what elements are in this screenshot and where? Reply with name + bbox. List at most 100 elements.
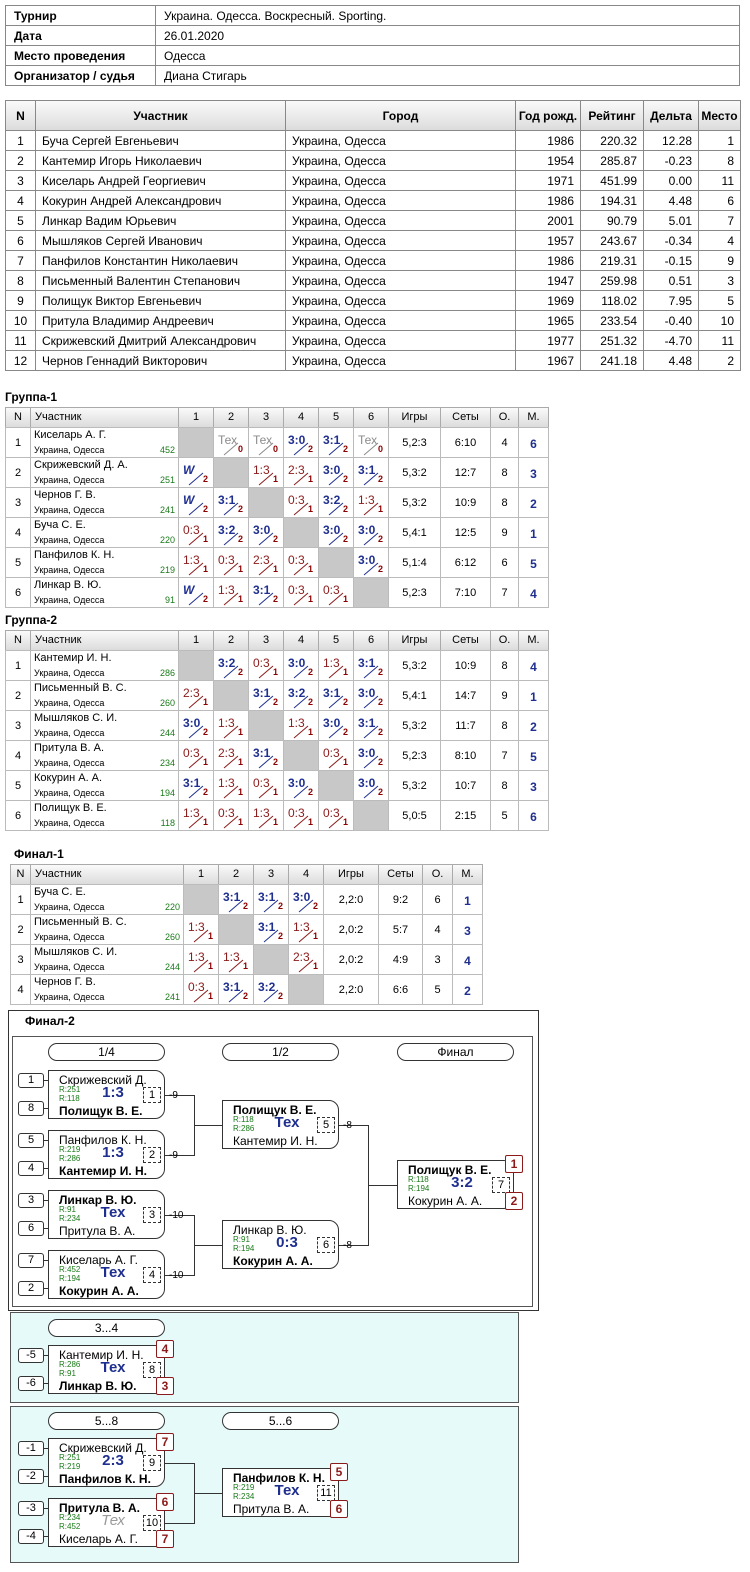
result-points: 1 xyxy=(313,931,319,941)
place-badge: 7 xyxy=(156,1433,174,1451)
slash xyxy=(328,725,344,739)
player-name: Панфилов К. Н. xyxy=(34,549,115,561)
player-city: Украина, Одесса xyxy=(34,668,105,678)
table-header: 1 xyxy=(178,630,214,651)
row-sets: 10:9 xyxy=(440,650,491,681)
result-points: 1 xyxy=(238,594,244,604)
player-city: Украина, Одесса xyxy=(34,445,105,455)
row-sets: 6:10 xyxy=(440,427,491,458)
match-number: 5 xyxy=(317,1117,335,1133)
player-city: Украина, Одесса xyxy=(34,505,105,515)
slash xyxy=(258,442,274,456)
result-points: 0 xyxy=(378,444,384,454)
row-place: 4 xyxy=(452,944,483,975)
players-cell: 5 xyxy=(698,290,741,311)
result-points: 1 xyxy=(208,991,214,1001)
table-cell: Кокурин А. А. Украина, Одесса 194 xyxy=(30,770,179,801)
seed-line xyxy=(44,1140,48,1141)
result-slash xyxy=(328,442,344,456)
player-rating: 244 xyxy=(159,728,175,738)
match-player: Притула В. А. xyxy=(59,1501,140,1515)
seed: -6 xyxy=(18,1376,44,1391)
player-name: Полищук В. Е. xyxy=(34,802,107,814)
table-cell: Панфилов К. Н. Украина, Одесса 219 xyxy=(30,547,179,578)
result-slash xyxy=(263,989,279,1003)
table-header: М. xyxy=(518,630,549,651)
table-cell: 3:0 2 xyxy=(288,884,324,915)
seed-line xyxy=(44,1476,48,1477)
result-points: 2 xyxy=(343,534,349,544)
player-city: Украина, Одесса xyxy=(34,992,105,1002)
table-header: 5 xyxy=(318,407,354,428)
match-rating: R:286 xyxy=(59,1154,81,1163)
match-rating: R:219 xyxy=(59,1462,81,1471)
row-games: 2,2:0 xyxy=(323,884,379,915)
row-games: 5,2:3 xyxy=(388,740,441,771)
slash xyxy=(293,785,309,799)
result-score: 0:3 xyxy=(288,493,305,507)
result-points: 1 xyxy=(308,817,314,827)
row-number: 4 xyxy=(5,517,31,548)
match-number: 8 xyxy=(143,1362,161,1378)
players-cell: 7 xyxy=(5,250,36,271)
row-points: 9 xyxy=(490,680,519,711)
result-slash xyxy=(188,785,204,799)
players-cell: 1957 xyxy=(515,230,581,251)
players-cell: Украина, Одесса xyxy=(285,310,516,331)
row-place: 1 xyxy=(518,517,549,548)
row-number: 3 xyxy=(5,487,31,518)
match-number: 10 xyxy=(143,1515,161,1531)
player-name: Буча С. Е. xyxy=(34,886,86,898)
result-slash xyxy=(363,755,379,769)
result-slash xyxy=(188,562,204,576)
row-place: 3 xyxy=(518,457,549,488)
result-score: 3:1 xyxy=(258,920,276,934)
players-cell: 0.00 xyxy=(643,170,699,191)
player-rating: 234 xyxy=(159,758,175,768)
table-cell: 0:3 1 xyxy=(248,650,284,681)
seed-line xyxy=(44,1260,48,1261)
result-slash xyxy=(223,442,239,456)
result-slash xyxy=(363,665,379,679)
table-cell: 3:2 2 xyxy=(213,517,249,548)
table-cell xyxy=(353,577,389,608)
round-header: 1/2 xyxy=(222,1043,339,1061)
row-place: 1 xyxy=(452,884,483,915)
result-score: 1:3 xyxy=(323,656,340,670)
row-points: 9 xyxy=(490,517,519,548)
slash xyxy=(228,899,244,913)
match: Притула В. А. R:234 Киселарь А. Г. R:452 Тех xyxy=(48,1498,165,1547)
table-header: Участник xyxy=(30,407,179,428)
row-points: 4 xyxy=(490,427,519,458)
result-slash xyxy=(328,665,344,679)
row-games: 2,0:2 xyxy=(323,944,379,975)
player-name: Линкар В. Ю. xyxy=(34,579,102,591)
info-label: Организатор / судья xyxy=(5,65,156,86)
table-cell: Притула В. А. Украина, Одесса 234 xyxy=(30,740,179,771)
result-points: 2 xyxy=(278,901,284,911)
table-cell: 3:1 2 xyxy=(318,427,354,458)
result-score: 0:3 xyxy=(288,806,305,820)
result-score: 1:3 xyxy=(293,920,310,934)
result-slash xyxy=(363,532,379,546)
result-points: 1 xyxy=(203,534,209,544)
result-slash xyxy=(258,532,274,546)
result-score: 0:3 xyxy=(288,583,305,597)
slash xyxy=(263,899,279,913)
info-label: Дата xyxy=(5,25,156,46)
result-slash xyxy=(293,562,309,576)
result-slash xyxy=(298,899,314,913)
slash xyxy=(258,592,274,606)
table-header: Сеты xyxy=(378,864,423,885)
players-cell: 2 xyxy=(5,150,36,171)
table-header: Игры xyxy=(323,864,379,885)
players-cell: 251.32 xyxy=(580,330,644,351)
players-cell: 8 xyxy=(5,270,36,291)
result-points: 2 xyxy=(343,444,349,454)
result-points: 2 xyxy=(203,594,209,604)
slash xyxy=(188,562,204,576)
player-name: Чернов Г. В. xyxy=(34,489,96,501)
row-points: 6 xyxy=(422,884,453,915)
players-cell: 259.98 xyxy=(580,270,644,291)
players-cell: 1965 xyxy=(515,310,581,331)
